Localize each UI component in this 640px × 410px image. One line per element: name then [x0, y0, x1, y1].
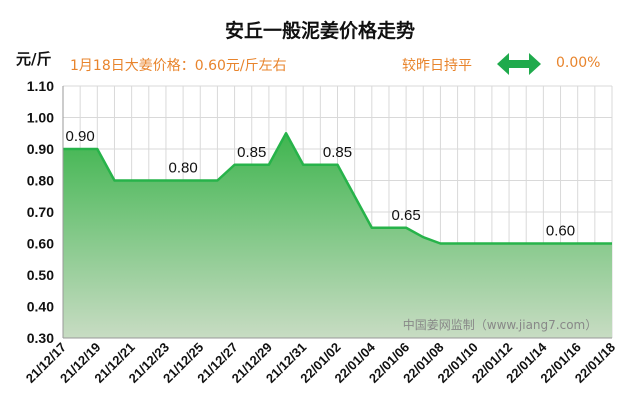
y-tick-label: 0.50	[27, 267, 54, 283]
price-area	[63, 133, 612, 338]
price-info: 1月18日大姜价格：0.60元/斤左右	[70, 58, 287, 74]
x-tick-labels: 21/12/1721/12/1921/12/2121/12/2321/12/25…	[23, 339, 618, 386]
axes	[62, 86, 612, 339]
change-percent: 0.00%	[556, 55, 601, 71]
y-tick-label: 0.60	[27, 236, 54, 252]
y-tick-label: 0.80	[27, 173, 54, 189]
data-labels: 0.90 0.80 0.85 0.85 0.65 0.60	[66, 128, 576, 240]
compare-info: 较昨日持平	[402, 58, 472, 74]
chart-title: 安丘一般泥姜价格走势	[224, 20, 415, 42]
data-label: 0.60	[546, 223, 575, 240]
price-line	[63, 132, 612, 245]
data-label: 0.90	[66, 128, 95, 145]
y-tick-label: 0.70	[27, 204, 54, 220]
data-label: 0.85	[237, 144, 266, 161]
y-tick-label: 1.00	[27, 110, 54, 126]
double-arrow-flat-icon	[497, 53, 541, 75]
y-tick-label: 0.30	[27, 330, 54, 346]
data-label: 0.85	[323, 144, 352, 161]
y-axis-unit: 元/斤	[16, 50, 52, 68]
y-tick-labels: 0.30 0.40 0.50 0.60 0.70 0.80 0.90 1.00 1.10	[27, 78, 54, 346]
data-label: 0.80	[168, 160, 197, 177]
y-tick-label: 1.10	[27, 78, 54, 94]
data-label: 0.65	[392, 207, 421, 224]
y-tick-label: 0.40	[27, 299, 54, 315]
y-tick-label: 0.90	[27, 141, 54, 157]
watermark: 中国姜网监制（www.jiang7.com）	[403, 317, 597, 332]
